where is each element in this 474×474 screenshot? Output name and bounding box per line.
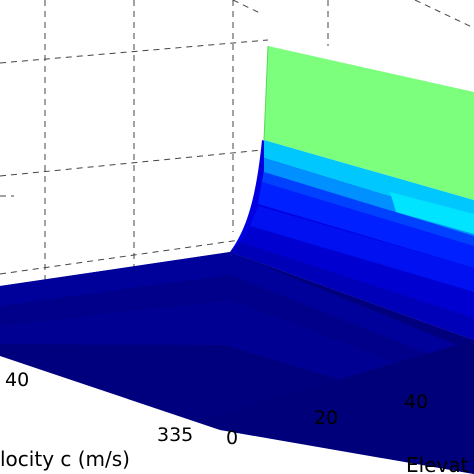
grid-line: [232, 0, 263, 15]
grid-line: [0, 39, 269, 64]
grid-line: [0, 239, 241, 275]
surface-cyan-highlight: [390, 192, 474, 234]
surface-plateau-edge: [263, 45, 269, 141]
x-axis-label: locity c (m/s): [0, 447, 130, 471]
surface-floor-band: [0, 252, 474, 372]
tick-labels: 40 335 0 20 40: [5, 369, 428, 449]
surface-wall-band: [230, 242, 474, 340]
x-tick-label: 40: [5, 369, 29, 391]
surface-floor-front: [200, 340, 474, 474]
surface-wall-band: [240, 226, 474, 318]
y-tick-label: 40: [404, 391, 428, 413]
y-axis-label: Elevat: [406, 453, 469, 474]
y-tick-label: 0: [226, 427, 238, 449]
surface-wall-band: [250, 206, 474, 292]
surface-floor-band: [0, 275, 474, 392]
surface-wall-band: [258, 180, 474, 268]
surface-wall-band: [262, 170, 474, 246]
surface-plateau: [264, 46, 474, 200]
surface-floor-band: [0, 300, 474, 420]
y-tick-label: 20: [314, 407, 338, 429]
surface-floor: [0, 252, 474, 474]
surface-transition: [264, 140, 474, 236]
x-tick-label: 335: [157, 424, 193, 446]
